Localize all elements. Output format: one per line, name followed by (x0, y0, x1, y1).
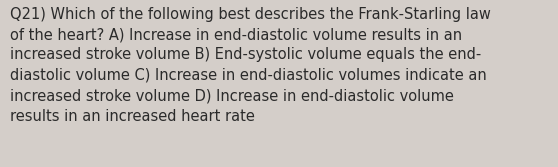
Text: Q21) Which of the following best describes the Frank-Starling law
of the heart? : Q21) Which of the following best describ… (10, 7, 491, 124)
